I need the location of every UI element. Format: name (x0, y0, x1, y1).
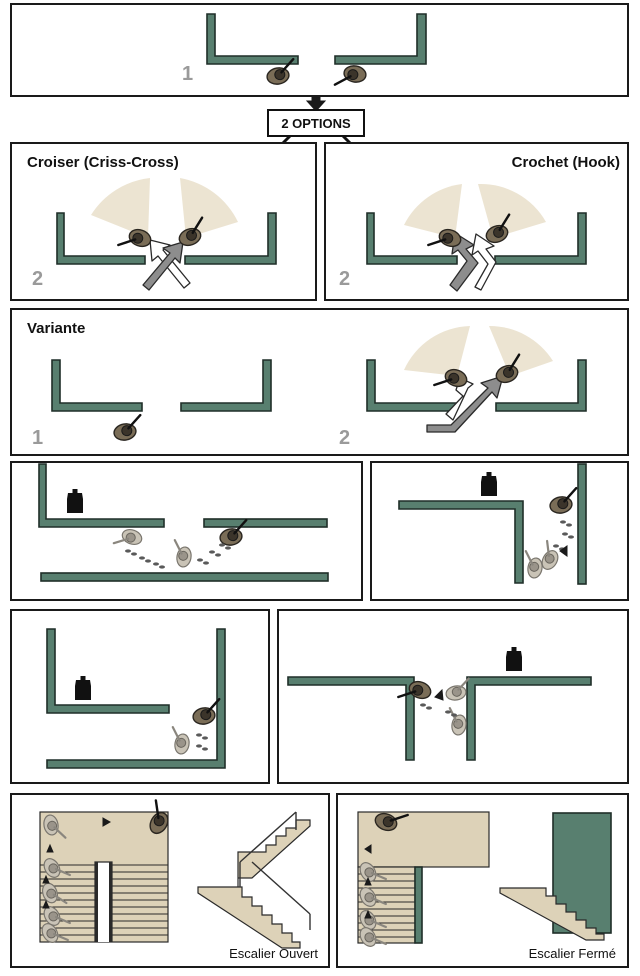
arrow-icon (434, 688, 444, 701)
step-number: 1 (32, 427, 43, 449)
panel-corridor-t (10, 461, 363, 601)
panel-open-staircase: Escalier Ouvert (10, 793, 330, 968)
arrow-icon (142, 241, 184, 291)
panel-corner-right (370, 461, 629, 601)
panel-variante: Variante 1 2 (10, 308, 629, 456)
arrow-icon (449, 232, 479, 292)
options-label: 2 OPTIONS (281, 116, 351, 131)
panel-l-room (10, 609, 270, 784)
panel-title: Variante (27, 320, 85, 337)
panel-title: Croiser (Criss-Cross) (27, 154, 179, 171)
step-number: 2 (339, 268, 350, 290)
step-number: 2 (339, 427, 350, 449)
landing-plan (357, 811, 490, 868)
caption-open-stairs: Escalier Ouvert (229, 946, 318, 961)
arrow-icon (559, 545, 568, 557)
arrow-icon (426, 375, 504, 433)
step-number: 1 (182, 63, 193, 85)
options-box (267, 109, 365, 137)
caption-closed-stairs: Escalier Fermé (529, 946, 616, 961)
panel-title: Crochet (Hook) (512, 154, 620, 171)
arrow-down-icon (305, 100, 327, 112)
panel-step-1: 1 (10, 3, 629, 97)
stair-treads-right (112, 864, 168, 936)
panel-t-junction (277, 609, 629, 784)
arrow-icon (471, 233, 497, 291)
panel-criss-cross: Croiser (Criss-Cross) 2 (10, 142, 317, 301)
open-stair-elevation (197, 811, 311, 949)
panel-hook: Crochet (Hook) 2 (324, 142, 629, 301)
closed-stair-elevation (499, 812, 612, 941)
panel-closed-staircase: Escalier Fermé (336, 793, 629, 968)
step-number: 2 (32, 268, 43, 290)
